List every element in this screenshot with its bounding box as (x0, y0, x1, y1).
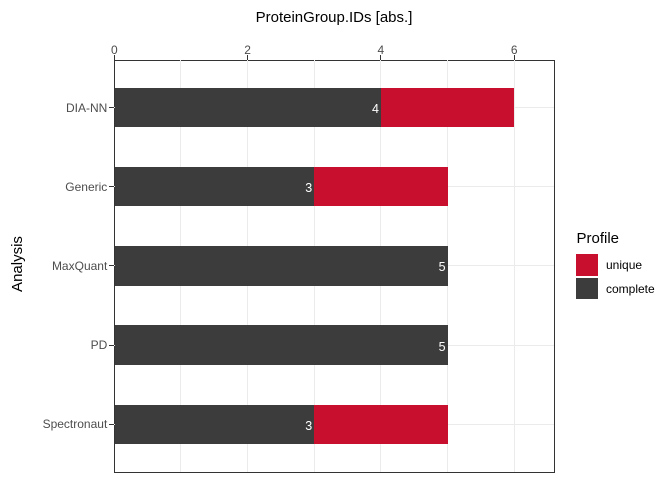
legend-key-unique (575, 254, 598, 276)
legend-label-unique: unique (606, 257, 643, 272)
y-tick-mark (109, 265, 114, 267)
y-tick-label-Spectronaut: Spectronaut (42, 417, 108, 432)
bar-segment-complete (115, 404, 315, 445)
legend-key-complete (575, 277, 598, 300)
bar-segment-unique (314, 404, 448, 445)
x-tick-mark (513, 55, 515, 60)
bar-segment-complete (115, 166, 315, 207)
bar-value-label: 3 (305, 418, 313, 433)
bar-segment-unique (380, 87, 515, 128)
x-axis-title: ProteinGroup.IDs [abs.] (255, 9, 413, 26)
bar-segment-unique (314, 166, 448, 207)
bar-segment-complete (115, 87, 381, 128)
y-tick-mark (109, 186, 114, 188)
x-tick-mark (247, 55, 249, 60)
legend-title: Profile (576, 230, 620, 247)
x-tick-label: 0 (110, 43, 118, 58)
x-tick-mark (113, 55, 115, 60)
y-tick-label-DIA-NN: DIA-NN (65, 100, 108, 115)
bar-segment-complete (115, 325, 448, 365)
x-tick-label: 4 (377, 43, 385, 58)
bar-segment-complete (115, 246, 448, 286)
y-tick-label-Generic: Generic (65, 179, 108, 194)
x-tick-mark (380, 55, 382, 60)
x-tick-label: 2 (244, 43, 251, 58)
y-tick-label-MaxQuant: MaxQuant (51, 258, 108, 273)
y-tick-label-PD: PD (90, 338, 108, 353)
bar-value-label: 5 (438, 260, 446, 275)
y-tick-mark (109, 344, 114, 346)
bar-value-label: 3 (305, 181, 313, 196)
legend-label-complete: complete (606, 281, 655, 296)
y-tick-mark (109, 107, 114, 108)
y-tick-mark (109, 423, 114, 425)
bar-value-label: 4 (371, 101, 379, 116)
bar-value-label: 5 (438, 339, 446, 354)
x-tick-label: 6 (510, 43, 518, 58)
